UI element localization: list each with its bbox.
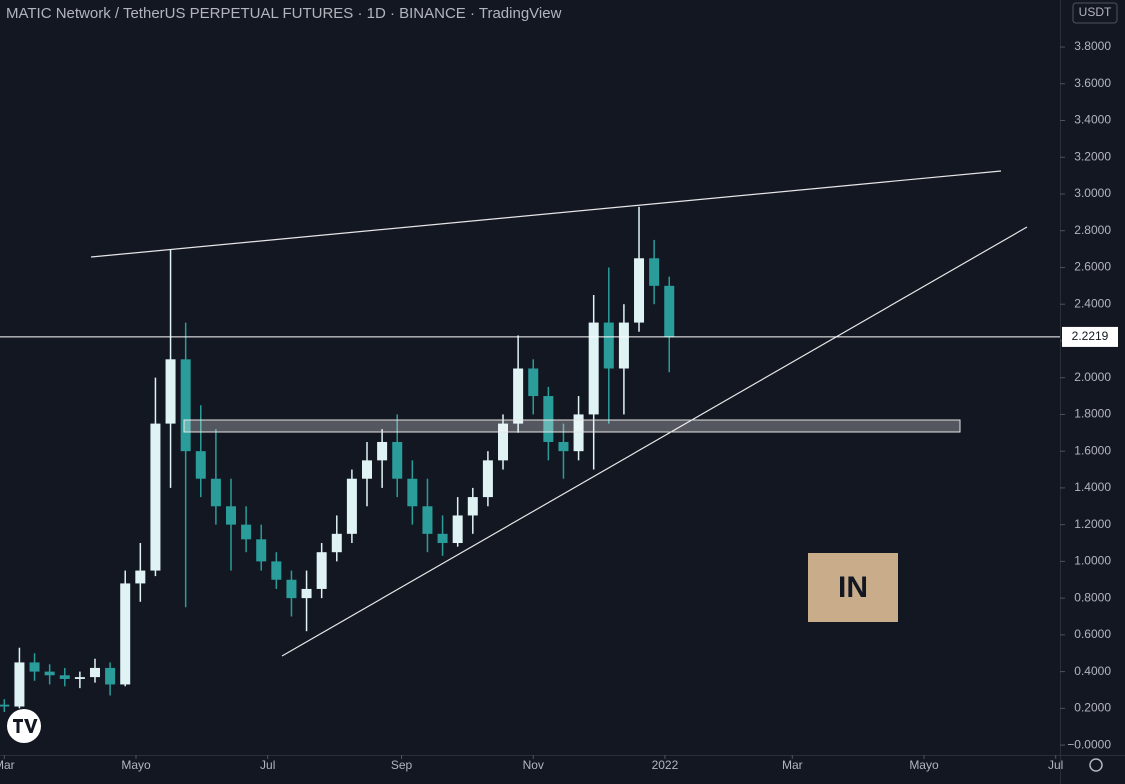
tv-logo-circle [7, 709, 41, 743]
candle-body [59, 675, 70, 679]
candle-body [603, 322, 614, 369]
candle-body [241, 524, 252, 540]
x-tick-label: Sep [391, 758, 413, 772]
candle-body [573, 414, 584, 452]
candle-body [362, 460, 373, 479]
y-tick-label: 2.4000 [1074, 296, 1111, 310]
candle-body [256, 539, 267, 562]
candle-body [437, 533, 448, 544]
gear[interactable] [1089, 758, 1103, 772]
chart-title: MATIC Network / TetherUS PERPETUAL FUTUR… [6, 5, 562, 22]
candle-body [0, 704, 10, 707]
y-tick-label: 3.4000 [1074, 113, 1111, 127]
settings-icon[interactable] [1089, 758, 1103, 772]
candle-body [618, 322, 629, 369]
candles [0, 206, 675, 713]
trendline-upper [90, 170, 1002, 258]
candle-body [452, 515, 463, 544]
support-zone [183, 419, 961, 433]
y-tick-label: 2.8000 [1074, 223, 1111, 237]
y-tick-label: 1.6000 [1074, 443, 1111, 457]
candle-body [467, 497, 478, 516]
currency-label: USDT [1079, 5, 1112, 19]
x-tick-label: Mayo [909, 758, 939, 772]
logo: IN [808, 553, 898, 622]
y-tick-label: 0.6000 [1074, 627, 1111, 641]
candle-body [346, 478, 357, 534]
tv-logo [7, 709, 41, 743]
y-tick-label: 1.0000 [1074, 554, 1111, 568]
candle-body [286, 579, 297, 599]
candle-body [210, 478, 221, 507]
last-price-label: 2.2219 [1072, 329, 1109, 343]
candle-body [422, 506, 433, 534]
candle-body [180, 359, 191, 452]
y-tick-label: 3.8000 [1074, 39, 1111, 53]
y-tick-label: 1.4000 [1074, 480, 1111, 494]
candle-body [135, 570, 146, 584]
candle-body [105, 667, 116, 685]
candle-body [165, 359, 176, 424]
candle-body [150, 423, 161, 571]
candle-body [634, 258, 645, 323]
candle-body [44, 671, 55, 676]
candle-body [664, 285, 675, 338]
candle-body [377, 441, 388, 461]
candle-body [482, 460, 493, 498]
y-tick-label: 0.8000 [1074, 590, 1111, 604]
x-tick-label: Jul [260, 758, 275, 772]
y-tick-label: 2.0000 [1074, 370, 1111, 384]
y-tick-label: 3.2000 [1074, 149, 1111, 163]
x-tick-label: Jul [1048, 758, 1063, 772]
y-tick-label: 3.6000 [1074, 76, 1111, 90]
candle-body [74, 677, 85, 679]
candle-body [225, 506, 236, 525]
y-tick-label: 0.2000 [1074, 701, 1111, 715]
candle-body [14, 662, 25, 707]
y-tick-label: 2.6000 [1074, 260, 1111, 274]
logo-box [808, 553, 898, 622]
candle-body [331, 533, 342, 553]
y-tick-label: 0.4000 [1074, 664, 1111, 678]
candle-body [29, 662, 40, 672]
candle-body [543, 396, 554, 442]
candle-body [498, 423, 509, 461]
y-tick-label: −0.0000 [1067, 737, 1111, 751]
x-tick-label: Nov [523, 758, 544, 772]
last-price-box [1062, 326, 1118, 347]
candle-body [195, 451, 206, 479]
candle-body [392, 441, 403, 479]
candle-body [407, 478, 418, 507]
candle-body [588, 322, 599, 415]
candle-body [558, 441, 569, 452]
candle-body [120, 583, 131, 685]
trendline-lower [281, 226, 1028, 657]
y-tick-label: 1.8000 [1074, 407, 1111, 421]
y-tick-label: 1.2000 [1074, 517, 1111, 531]
candle-body [316, 552, 327, 589]
tv-logo-mark [13, 719, 38, 733]
candle-body [301, 588, 312, 599]
x-tick-label: Mayo [121, 758, 151, 772]
candle-body [528, 368, 539, 397]
x-tick-label: 2022 [652, 758, 679, 772]
x-tick-label: Mar [0, 758, 15, 772]
candle-body [513, 368, 524, 424]
logo-text: IN [838, 571, 868, 604]
y-tick-label: 3.0000 [1074, 186, 1111, 200]
candle-body [89, 667, 100, 678]
x-tick-label: Mar [782, 758, 803, 772]
candle-body [649, 258, 660, 286]
currency-box [1072, 2, 1118, 24]
candle-body [271, 561, 282, 580]
